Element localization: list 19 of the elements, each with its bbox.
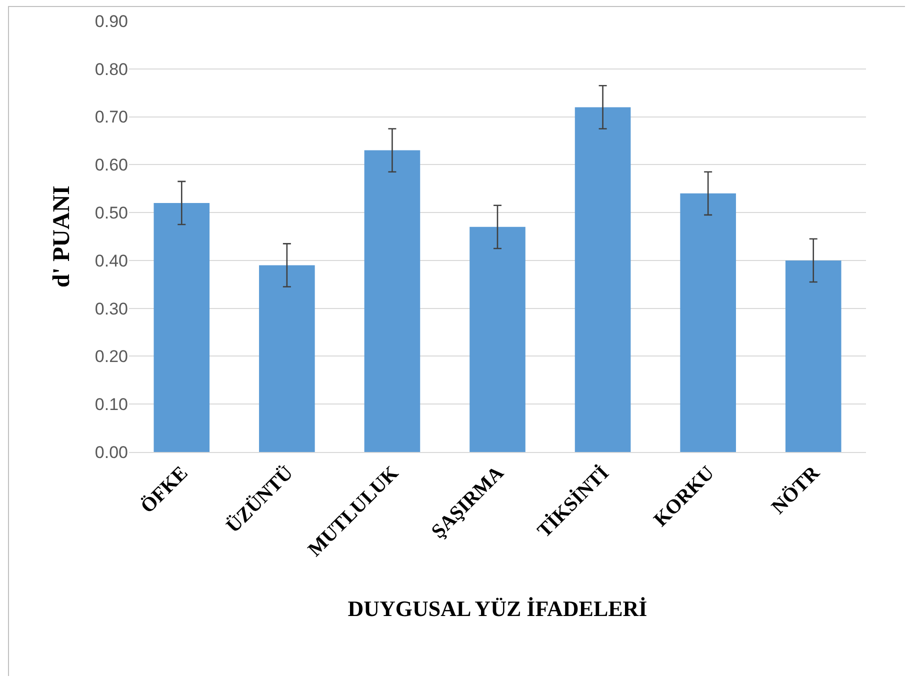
y-tick-label: 0.60 — [94, 156, 128, 175]
y-tick-label: 0.30 — [94, 299, 128, 318]
y-tick-label: 0.70 — [94, 108, 128, 127]
bar — [785, 260, 842, 452]
bar — [259, 265, 315, 452]
x-axis-title: DUYGUSAL YÜZ İFADELERİ — [348, 596, 648, 621]
y-tick-label: 0.90 — [94, 12, 128, 31]
bar — [574, 107, 631, 452]
bar — [680, 193, 736, 452]
bar — [154, 202, 210, 452]
y-tick-label: 0.00 — [94, 442, 128, 462]
bar — [364, 150, 420, 452]
y-tick-label: 0.20 — [94, 347, 128, 366]
y-tick-label: 0.50 — [94, 204, 128, 223]
bar — [470, 226, 526, 452]
y-tick-label: 0.80 — [94, 60, 128, 79]
y-tick-label: 0.10 — [94, 395, 128, 414]
y-tick-label: 0.40 — [94, 251, 128, 270]
y-axis-title: d' PUANI — [49, 185, 76, 288]
